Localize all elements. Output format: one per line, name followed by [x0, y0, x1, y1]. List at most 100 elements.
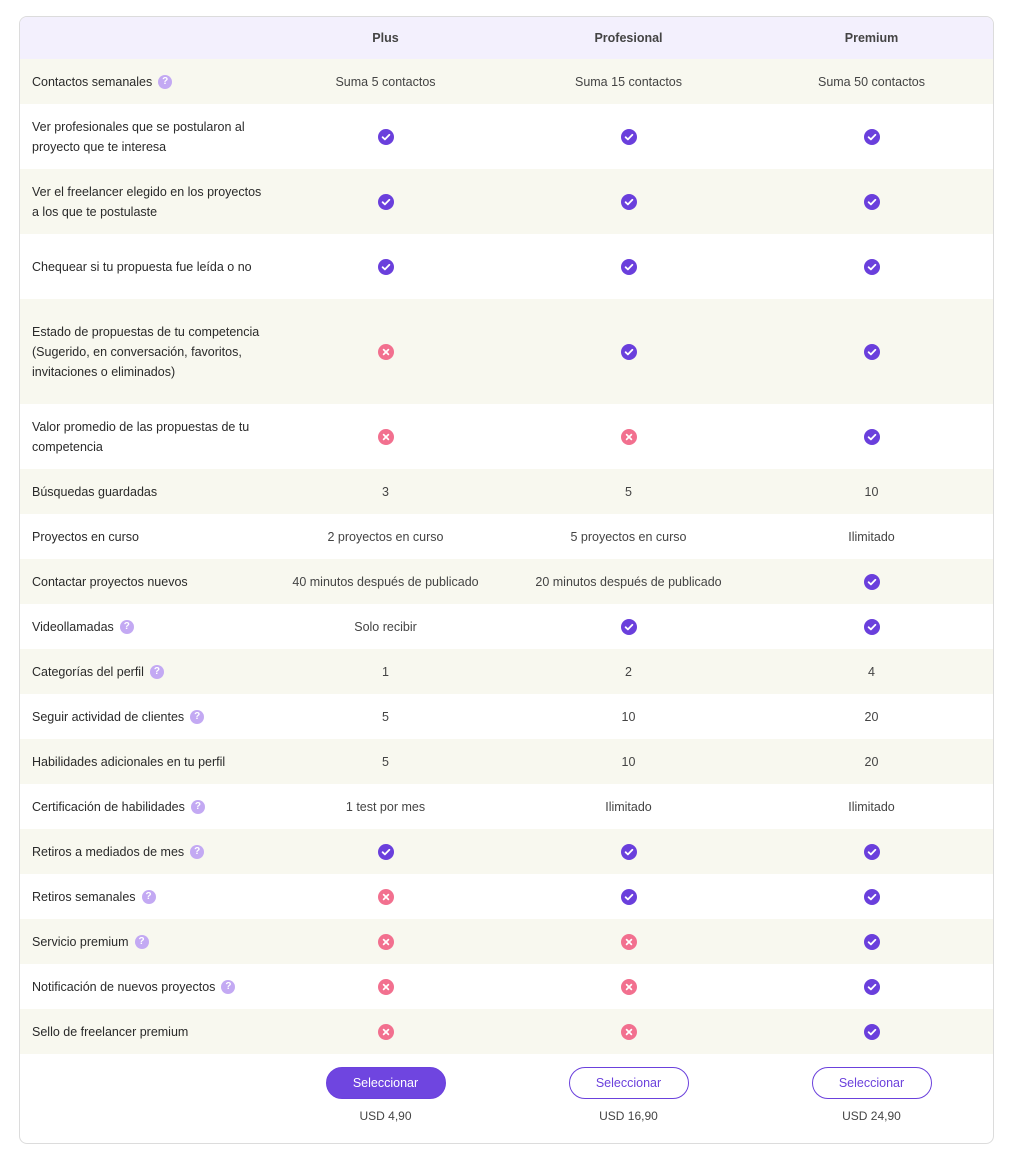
- feature-text: Videollamadas: [32, 619, 114, 634]
- feature-cell: Suma 15 contactos: [574, 74, 682, 89]
- footer-row: Seleccionar USD 4,90 Seleccionar USD 16,90 S…: [20, 1054, 993, 1143]
- cross-icon: [377, 428, 394, 445]
- help-icon[interactable]: ?: [134, 934, 149, 949]
- help-icon[interactable]: ?: [221, 979, 236, 994]
- check-icon: [863, 128, 880, 145]
- feature-cell: Suma 5 contactos: [335, 74, 436, 89]
- feature-label: Retiros a mediados de mes?: [20, 842, 264, 862]
- feature-cell: [507, 843, 750, 860]
- plan-column: Seleccionar USD 16,90: [507, 1054, 750, 1143]
- feature-text: Estado de propuestas de tu competencia (…: [32, 324, 260, 379]
- plan-price: USD 24,90: [842, 1109, 901, 1123]
- feature-row: Sello de freelancer premium: [20, 1009, 993, 1054]
- feature-cell: 5: [382, 754, 389, 769]
- check-icon: [620, 618, 637, 635]
- check-icon: [620, 193, 637, 210]
- feature-cell: 20: [864, 709, 879, 724]
- feature-text: Ver el freelancer elegido en los proyect…: [32, 184, 262, 219]
- check-icon: [863, 193, 880, 210]
- column-title: Premium: [844, 31, 899, 45]
- check-icon: [863, 843, 880, 860]
- feature-cell: 20: [864, 754, 879, 769]
- check-icon: [377, 843, 394, 860]
- feature-cell: Ilimitado: [848, 799, 895, 814]
- feature-row: Servicio premium?: [20, 919, 993, 964]
- feature-cell: 40 minutos después de publicado: [292, 574, 479, 589]
- feature-cell: [750, 888, 993, 905]
- feature-text: Contactos semanales: [32, 74, 153, 89]
- feature-cell: [507, 193, 750, 210]
- feature-cell: 5: [382, 709, 389, 724]
- cross-icon: [620, 933, 637, 950]
- feature-label: Retiros semanales?: [20, 887, 264, 907]
- feature-cell: [264, 128, 507, 145]
- feature-cell: [750, 1023, 993, 1040]
- feature-cell: 5 proyectos en curso: [570, 529, 687, 544]
- feature-label: Servicio premium?: [20, 932, 264, 952]
- feature-text: Sello de freelancer premium: [32, 1024, 189, 1039]
- feature-label: Proyectos en curso: [20, 527, 264, 547]
- help-icon[interactable]: ?: [119, 619, 134, 634]
- feature-label: Sello de freelancer premium: [20, 1022, 264, 1042]
- help-icon[interactable]: ?: [149, 664, 164, 679]
- feature-cell: Ilimitado: [605, 799, 652, 814]
- feature-cell: 2 proyectos en curso: [327, 529, 444, 544]
- feature-cell: [507, 618, 750, 635]
- feature-cell: Solo recibir: [354, 619, 417, 634]
- feature-row: Videollamadas? Solo recibir: [20, 604, 993, 649]
- feature-row: Contactar proyectos nuevos 40 minutos des…: [20, 559, 993, 604]
- check-icon: [863, 258, 880, 275]
- help-icon[interactable]: ?: [141, 889, 156, 904]
- feature-text: Contactar proyectos nuevos: [32, 574, 188, 589]
- help-icon[interactable]: ?: [190, 709, 205, 724]
- check-icon: [620, 128, 637, 145]
- feature-cell: [750, 128, 993, 145]
- feature-row: Proyectos en curso 2 proyectos en curso 5 …: [20, 514, 993, 559]
- check-icon: [620, 843, 637, 860]
- header-row: Plus Profesional Premium: [20, 17, 993, 59]
- feature-row: Contactos semanales? Suma 5 contactos Suma…: [20, 59, 993, 104]
- feature-cell: [264, 978, 507, 995]
- check-icon: [863, 428, 880, 445]
- feature-label: Categorías del perfil?: [20, 662, 264, 682]
- help-icon[interactable]: ?: [190, 844, 205, 859]
- feature-label: Estado de propuestas de tu competencia (…: [20, 322, 264, 382]
- check-icon: [863, 888, 880, 905]
- feature-label: Contactar proyectos nuevos: [20, 572, 264, 592]
- feature-text: Servicio premium: [32, 934, 129, 949]
- feature-cell: [264, 193, 507, 210]
- select-button[interactable]: Seleccionar: [568, 1067, 689, 1099]
- feature-label: Habilidades adicionales en tu perfil: [20, 752, 264, 772]
- feature-text: Chequear si tu propuesta fue leída o no: [32, 259, 252, 274]
- cross-icon: [377, 343, 394, 360]
- feature-cell: Ilimitado: [848, 529, 895, 544]
- check-icon: [620, 258, 637, 275]
- cross-icon: [377, 933, 394, 950]
- feature-cell: [507, 343, 750, 360]
- cross-icon: [620, 978, 637, 995]
- feature-row: Búsquedas guardadas 3 5 10: [20, 469, 993, 514]
- feature-label: Valor promedio de las propuestas de tu c…: [20, 417, 264, 457]
- feature-label: Búsquedas guardadas: [20, 482, 264, 502]
- select-button[interactable]: Seleccionar: [325, 1067, 446, 1099]
- feature-row: Categorías del perfil? 1 2 4: [20, 649, 993, 694]
- cross-icon: [377, 1023, 394, 1040]
- check-icon: [620, 343, 637, 360]
- help-icon[interactable]: ?: [190, 799, 205, 814]
- feature-cell: 5: [625, 484, 632, 499]
- feature-row: Notificación de nuevos proyectos?: [20, 964, 993, 1009]
- plan-price: USD 16,90: [599, 1109, 658, 1123]
- help-icon[interactable]: ?: [158, 74, 173, 89]
- feature-row: Retiros a mediados de mes?: [20, 829, 993, 874]
- feature-cell: [507, 428, 750, 445]
- feature-label: Ver el freelancer elegido en los proyect…: [20, 182, 264, 222]
- feature-label: Notificación de nuevos proyectos?: [20, 977, 264, 997]
- select-button[interactable]: Seleccionar: [811, 1067, 932, 1099]
- feature-text: Retiros semanales: [32, 889, 136, 904]
- feature-row: Retiros semanales?: [20, 874, 993, 919]
- feature-cell: 1 test por mes: [345, 799, 426, 814]
- check-icon: [377, 193, 394, 210]
- feature-cell: [750, 428, 993, 445]
- feature-text: Seguir actividad de clientes: [32, 709, 185, 724]
- feature-cell: [507, 933, 750, 950]
